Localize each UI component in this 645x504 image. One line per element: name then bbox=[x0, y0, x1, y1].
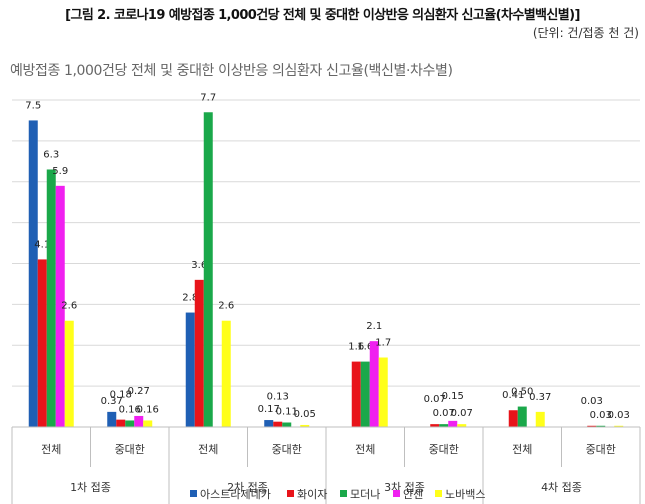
bar bbox=[596, 425, 606, 427]
bar bbox=[457, 424, 467, 427]
data-label: 2.6 bbox=[218, 301, 234, 312]
subcategory-label: 전체 bbox=[355, 443, 375, 456]
data-label: 0.07 bbox=[433, 408, 455, 419]
legend-label: 아스트라제네카 bbox=[200, 488, 271, 501]
bar bbox=[378, 357, 388, 427]
group-label: 1차 접종 bbox=[70, 481, 111, 494]
bar bbox=[369, 341, 379, 427]
data-label: 2.8 bbox=[182, 293, 198, 304]
data-label: 0.13 bbox=[267, 392, 289, 403]
bar bbox=[116, 419, 126, 427]
data-label: 1.7 bbox=[375, 338, 391, 349]
data-label: 1.6 bbox=[348, 342, 364, 353]
unit-label: (단위: 건/접종 천 건) bbox=[532, 26, 639, 40]
legend-swatch bbox=[340, 490, 347, 497]
data-label: 0.50 bbox=[511, 387, 533, 398]
bar bbox=[46, 169, 56, 428]
group-label: 2차 접종 bbox=[227, 481, 268, 494]
bar bbox=[448, 420, 458, 427]
data-label: 3.6 bbox=[191, 260, 207, 271]
bar bbox=[134, 415, 144, 427]
data-label: 0.27 bbox=[128, 386, 150, 397]
bar bbox=[221, 320, 231, 427]
bar bbox=[282, 422, 292, 427]
data-label: 0.17 bbox=[258, 404, 280, 415]
bar bbox=[517, 406, 527, 427]
subcategory-label: 중대한 bbox=[272, 443, 302, 456]
data-label: 0.03 bbox=[581, 396, 603, 407]
subcategory-label: 전체 bbox=[512, 443, 532, 456]
bar bbox=[125, 420, 135, 427]
bar bbox=[614, 425, 624, 427]
data-label: 0.03 bbox=[608, 410, 630, 421]
data-label: 0.11 bbox=[276, 407, 298, 418]
bar bbox=[143, 420, 153, 427]
data-label: 0.15 bbox=[442, 391, 464, 402]
subcategory-label: 전체 bbox=[41, 443, 61, 456]
legend-swatch bbox=[393, 490, 400, 497]
chart-title: 예방접종 1,000건당 전체 및 중대한 이상반응 의심환자 신고율(백신별·… bbox=[10, 63, 453, 79]
legend-label: 노바백스 bbox=[445, 488, 485, 501]
data-label: 6.3 bbox=[43, 149, 59, 160]
data-label: 0.05 bbox=[294, 409, 316, 420]
legend-swatch bbox=[435, 490, 442, 497]
bar bbox=[360, 361, 370, 427]
legend-label: 화이자 bbox=[297, 488, 327, 501]
data-label: 0.18 bbox=[110, 390, 132, 401]
bar bbox=[28, 120, 38, 427]
bar bbox=[587, 425, 597, 427]
bar bbox=[439, 424, 449, 427]
data-label: 2.1 bbox=[366, 321, 382, 332]
data-label: 0.16 bbox=[119, 404, 141, 415]
data-label: 1.6 bbox=[357, 342, 373, 353]
bar bbox=[185, 312, 195, 427]
data-label: 5.9 bbox=[52, 166, 68, 177]
bar bbox=[300, 424, 310, 427]
legend-label: 얀센 bbox=[403, 487, 423, 501]
legend-label: 모더나 bbox=[350, 488, 380, 501]
bar bbox=[203, 112, 213, 427]
subcategory-label: 중대한 bbox=[429, 443, 459, 456]
data-label: 0.41 bbox=[502, 390, 524, 401]
subcategory-label: 중대한 bbox=[586, 443, 616, 456]
data-label: 0.07 bbox=[424, 394, 446, 405]
legend-swatch bbox=[287, 490, 294, 497]
group-label: 4차 접종 bbox=[541, 481, 582, 494]
data-label: 0.16 bbox=[137, 404, 159, 415]
data-label: 7.5 bbox=[25, 100, 41, 111]
data-label: 0.37 bbox=[529, 392, 551, 403]
data-label: 0.07 bbox=[451, 408, 473, 419]
figure-title: [그림 2. 코로나19 예방접종 1,000건당 전체 및 중대한 이상반응 … bbox=[65, 8, 580, 23]
bar bbox=[430, 424, 440, 427]
bar bbox=[264, 420, 274, 427]
data-label: 0.03 bbox=[590, 410, 612, 421]
bar bbox=[64, 320, 74, 427]
data-label: 2.6 bbox=[61, 301, 77, 312]
subcategory-label: 전체 bbox=[198, 443, 218, 456]
bar bbox=[351, 361, 361, 427]
legend-swatch bbox=[190, 490, 197, 497]
bar bbox=[55, 185, 65, 427]
bar bbox=[273, 421, 283, 427]
data-label: 4.1 bbox=[34, 239, 50, 250]
bar bbox=[535, 411, 545, 427]
bar bbox=[37, 259, 47, 427]
bar bbox=[508, 410, 518, 427]
bar bbox=[107, 411, 117, 427]
subcategory-label: 중대한 bbox=[115, 443, 145, 456]
bar bbox=[194, 279, 204, 427]
data-label: 7.7 bbox=[200, 92, 216, 103]
data-label: 0.37 bbox=[101, 396, 123, 407]
